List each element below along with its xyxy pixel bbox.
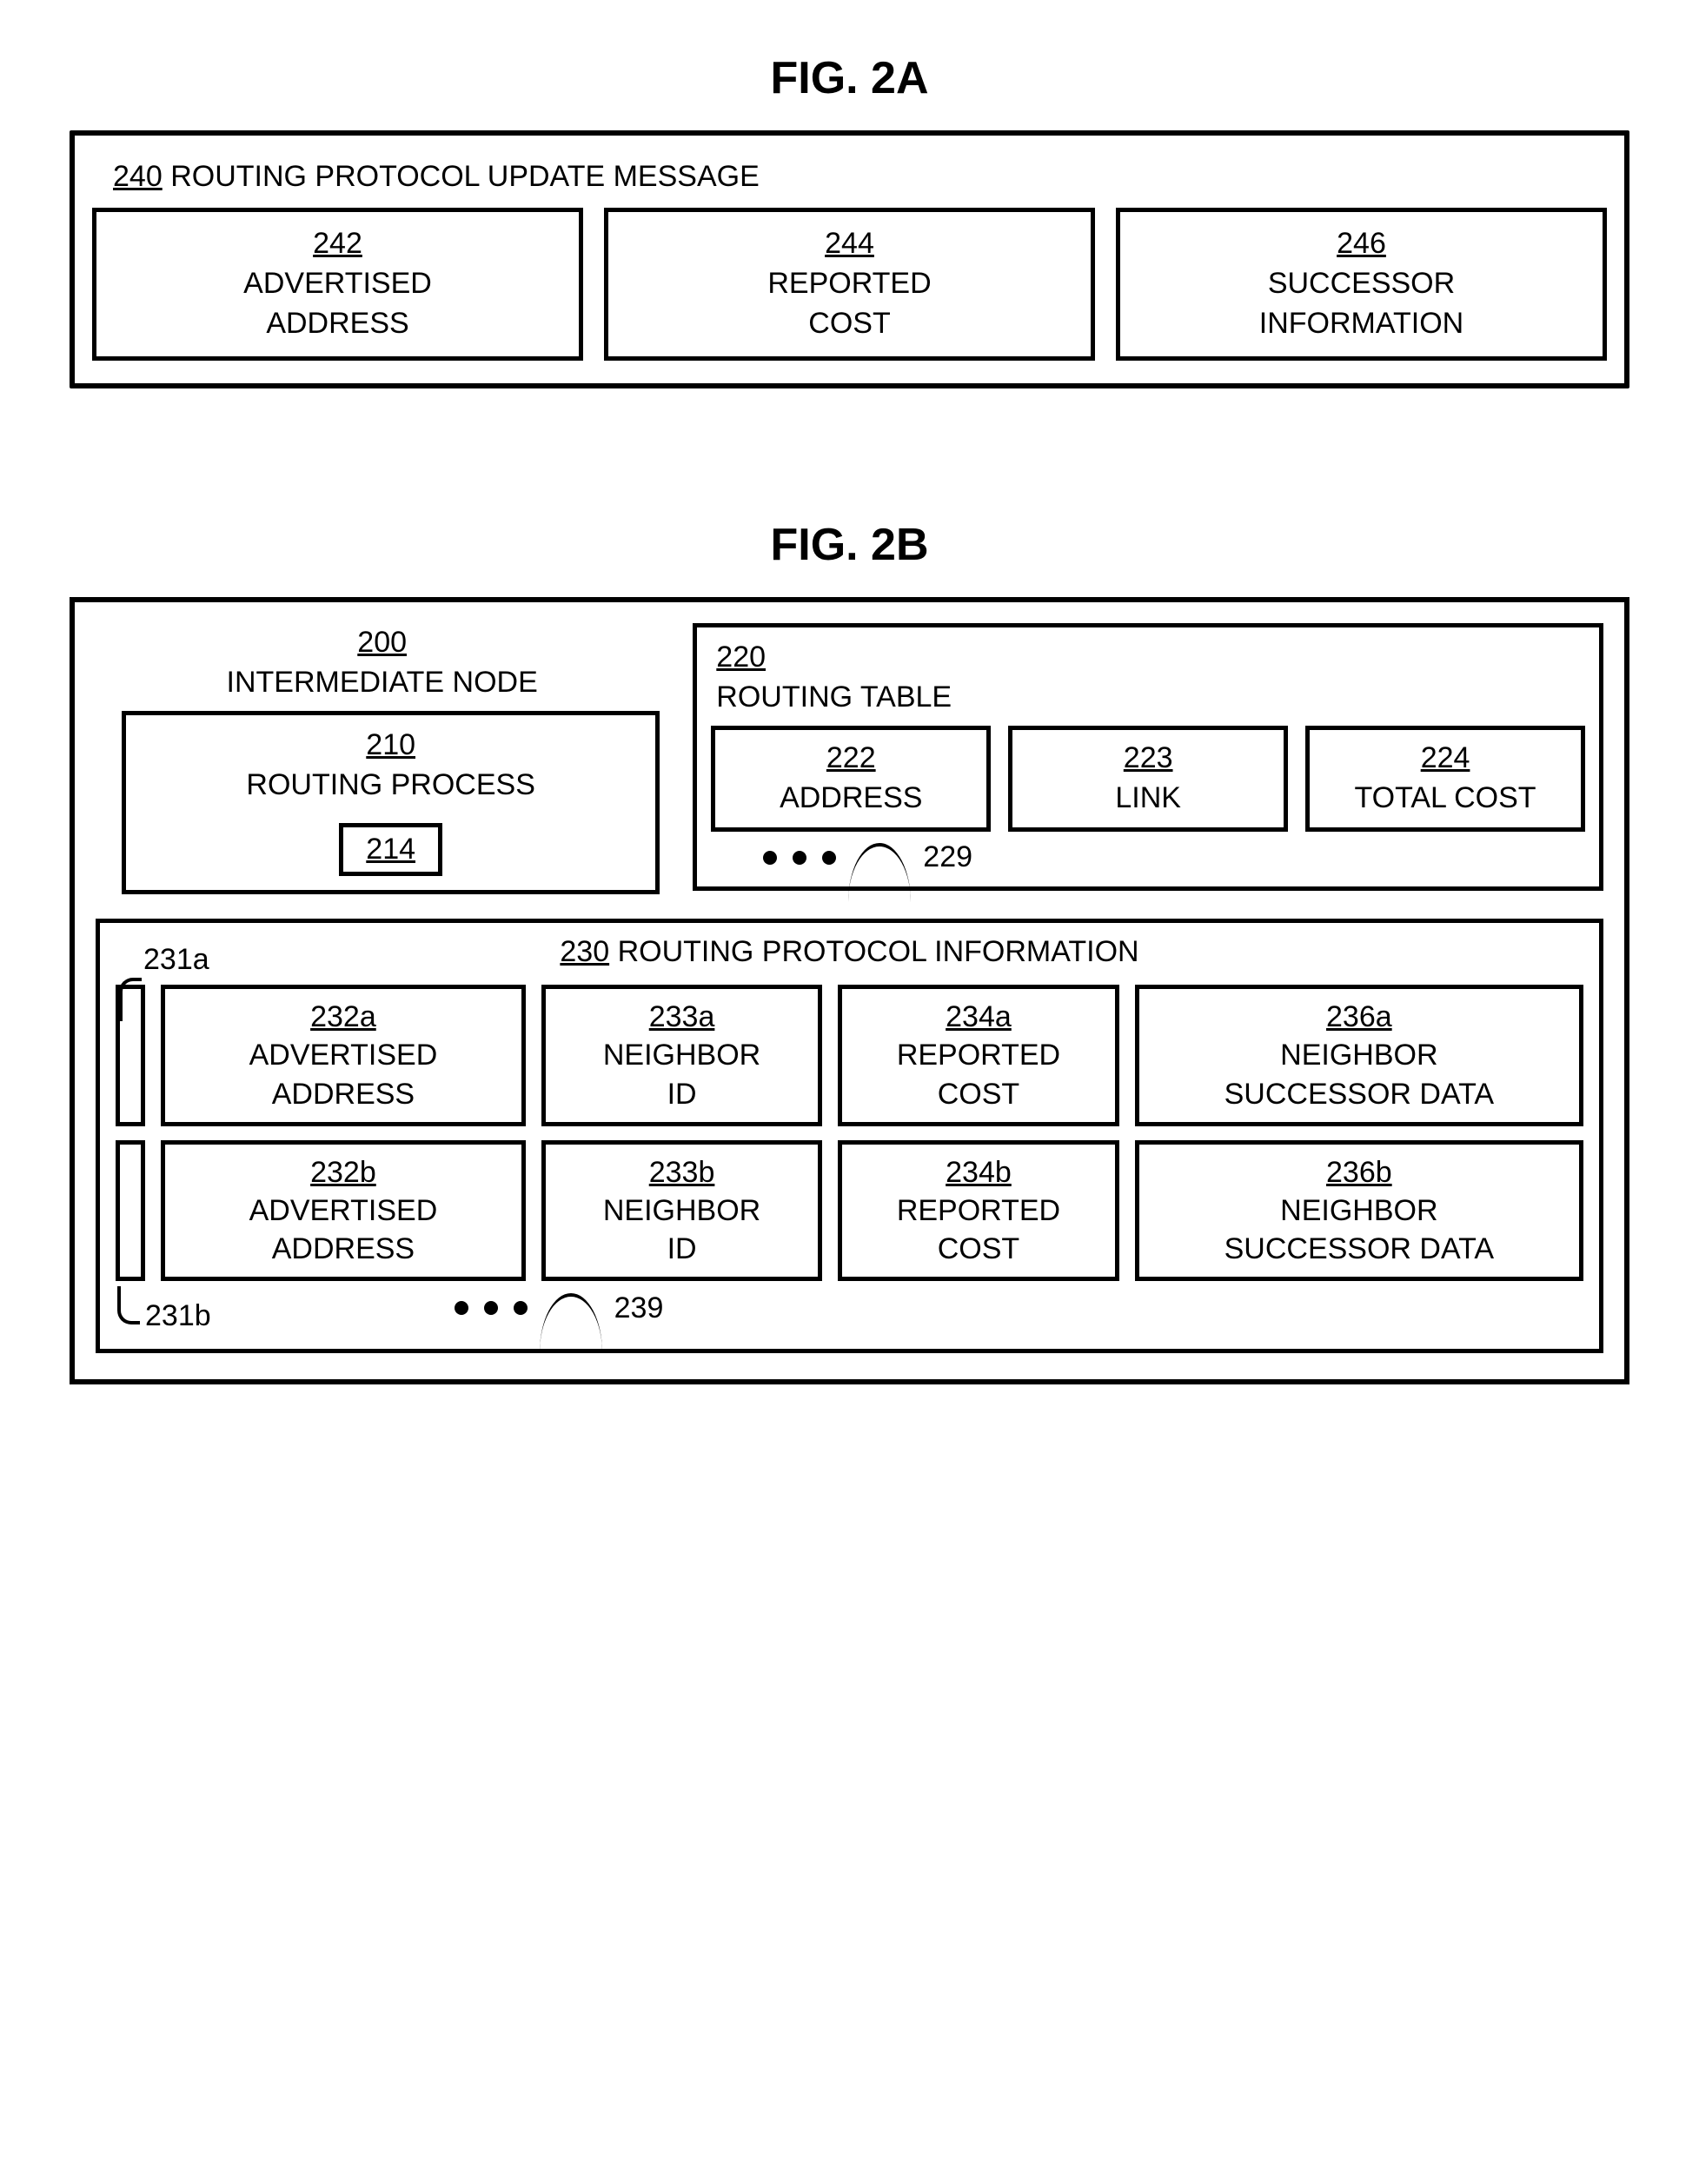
leader-arc-icon	[540, 1293, 602, 1323]
rpi-cell-234b: 234b REPORTED COST	[838, 1140, 1118, 1282]
rt-cell-224: 224 TOTAL COST	[1305, 726, 1585, 832]
fig2a-cell-246: 246 SUCCESSOR INFORMATION	[1116, 208, 1607, 361]
leader-231b-label: 231b	[145, 1299, 211, 1333]
routing-process-ref: 210	[366, 728, 415, 761]
cell-ref: 222	[724, 739, 978, 779]
rpi-cell-234a: 234a REPORTED COST	[838, 985, 1118, 1126]
fig2a-title: FIG. 2A	[70, 52, 1629, 104]
cell-ref: 242	[112, 224, 563, 264]
cell-ref: 236b	[1326, 1156, 1392, 1189]
cell-line1: NEIGHBOR	[603, 1194, 760, 1227]
cell-line2: INFORMATION	[1136, 304, 1587, 344]
cell-line2: ADDRESS	[272, 1078, 415, 1111]
rpi-cell-232a: 232a ADVERTISED ADDRESS	[161, 985, 526, 1126]
cell-line2: ID	[667, 1232, 697, 1265]
routing-table-label: ROUTING TABLE	[716, 680, 952, 714]
routing-process-box: 210 ROUTING PROCESS 214	[122, 711, 660, 894]
cell-line1: ADVERTISED	[112, 264, 563, 304]
routing-table-row: 222 ADDRESS 223 LINK 224 TOTAL COST	[711, 726, 1585, 832]
routing-table-more-ref: 229	[923, 840, 972, 874]
cell-line2: COST	[938, 1078, 1019, 1111]
rpi-title: 230 ROUTING PROTOCOL INFORMATION	[116, 935, 1583, 969]
fig2a-cell-242: 242 ADVERTISED ADDRESS	[92, 208, 583, 361]
ellipsis-icon	[455, 1301, 528, 1315]
fig2a-cell-244: 244 REPORTED COST	[604, 208, 1095, 361]
cell-ref: 233b	[649, 1156, 715, 1189]
cell-ref: 233a	[649, 1000, 715, 1033]
fig2a-box: 240 ROUTING PROTOCOL UPDATE MESSAGE 242 …	[70, 130, 1629, 388]
rpi-cell-236a: 236a NEIGHBOR SUCCESSOR DATA	[1135, 985, 1583, 1126]
rpi-cell-236b: 236b NEIGHBOR SUCCESSOR DATA	[1135, 1140, 1583, 1282]
cell-line1: NEIGHBOR	[1280, 1039, 1437, 1072]
leader-231a-label: 231a	[114, 943, 209, 976]
routing-protocol-info-box: 230 ROUTING PROTOCOL INFORMATION 231a 23…	[96, 919, 1603, 1353]
rpi-row-b: 232b ADVERTISED ADDRESS 233b NEIGHBOR ID…	[116, 1140, 1583, 1282]
rpi-cell-233a: 233a NEIGHBOR ID	[541, 985, 822, 1126]
rt-cell-223: 223 LINK	[1008, 726, 1288, 832]
ellipsis-icon	[763, 851, 836, 865]
leader-231a: 231a	[114, 943, 209, 977]
rt-cell-222: 222 ADDRESS	[711, 726, 991, 832]
row-handle-b	[116, 1140, 145, 1282]
cell-ref: 224	[1318, 739, 1572, 779]
cell-ref: 232b	[310, 1156, 376, 1189]
cell-line2: ADDRESS	[112, 304, 563, 344]
cell-label: ADDRESS	[724, 779, 978, 819]
fig2a-row: 242 ADVERTISED ADDRESS 244 REPORTED COST…	[92, 208, 1607, 361]
leader-arc-icon	[848, 843, 911, 873]
rpi-cell-233b: 233b NEIGHBOR ID	[541, 1140, 822, 1282]
cell-line1: ADVERTISED	[249, 1194, 438, 1227]
routing-table-more: 229	[763, 840, 1585, 874]
rpi-label: ROUTING PROTOCOL INFORMATION	[618, 935, 1139, 968]
cell-line1: NEIGHBOR	[603, 1039, 760, 1072]
cell-ref: 223	[1021, 739, 1275, 779]
cell-ref: 234a	[946, 1000, 1012, 1033]
cell-line2: COST	[624, 304, 1075, 344]
cell-line2: COST	[938, 1232, 1019, 1265]
fig2b-title: FIG. 2B	[70, 519, 1629, 571]
cell-ref: 234b	[946, 1156, 1012, 1189]
leader-hook-icon	[117, 1286, 140, 1324]
cell-line2: ID	[667, 1078, 697, 1111]
cell-line1: ADVERTISED	[249, 1039, 438, 1072]
rpi-more: 239	[455, 1291, 664, 1325]
cell-label: TOTAL COST	[1318, 779, 1572, 819]
cell-ref: 232a	[310, 1000, 376, 1033]
cell-line1: REPORTED	[624, 264, 1075, 304]
rpi-row-a: 232a ADVERTISED ADDRESS 233a NEIGHBOR ID…	[116, 985, 1583, 1126]
cell-line1: REPORTED	[897, 1039, 1060, 1072]
intermediate-node-ref: 200	[357, 623, 407, 663]
cell-ref: 246	[1136, 224, 1587, 264]
cell-label: LINK	[1021, 779, 1275, 819]
fig2b-box: 200 INTERMEDIATE NODE 210 ROUTING PROCES…	[70, 597, 1629, 1385]
routing-table-box: 220 ROUTING TABLE 222 ADDRESS 223 LINK 2…	[693, 623, 1603, 892]
leader-231b: 231b	[117, 1286, 211, 1333]
cell-line1: SUCCESSOR	[1136, 264, 1587, 304]
row-handle-a	[116, 985, 145, 1126]
cell-line1: NEIGHBOR	[1280, 1194, 1437, 1227]
fig2a-header-label: ROUTING PROTOCOL UPDATE MESSAGE	[170, 160, 760, 193]
fig2a-header: 240 ROUTING PROTOCOL UPDATE MESSAGE	[113, 160, 1598, 194]
fig2b-top-row: 200 INTERMEDIATE NODE 210 ROUTING PROCES…	[96, 623, 1603, 895]
cell-ref: 236a	[1326, 1000, 1392, 1033]
fig2a-header-ref: 240	[113, 160, 163, 193]
cell-ref: 244	[624, 224, 1075, 264]
routing-process-label: ROUTING PROCESS	[246, 768, 534, 801]
rpi-cell-232b: 232b ADVERTISED ADDRESS	[161, 1140, 526, 1282]
rpi-ref: 230	[560, 935, 609, 968]
cell-line1: REPORTED	[897, 1194, 1060, 1227]
rpi-more-ref: 239	[614, 1291, 664, 1325]
routing-process-inner: 214	[339, 823, 442, 876]
cell-line2: SUCCESSOR DATA	[1224, 1078, 1494, 1111]
cell-line2: SUCCESSOR DATA	[1224, 1232, 1494, 1265]
intermediate-node-header: 200 INTERMEDIATE NODE	[96, 623, 668, 703]
cell-line2: ADDRESS	[272, 1232, 415, 1265]
routing-table-ref: 220	[716, 641, 766, 674]
intermediate-node-label: INTERMEDIATE NODE	[227, 666, 538, 699]
intermediate-node-column: 200 INTERMEDIATE NODE 210 ROUTING PROCES…	[96, 623, 668, 895]
routing-process-inner-ref: 214	[366, 833, 415, 866]
